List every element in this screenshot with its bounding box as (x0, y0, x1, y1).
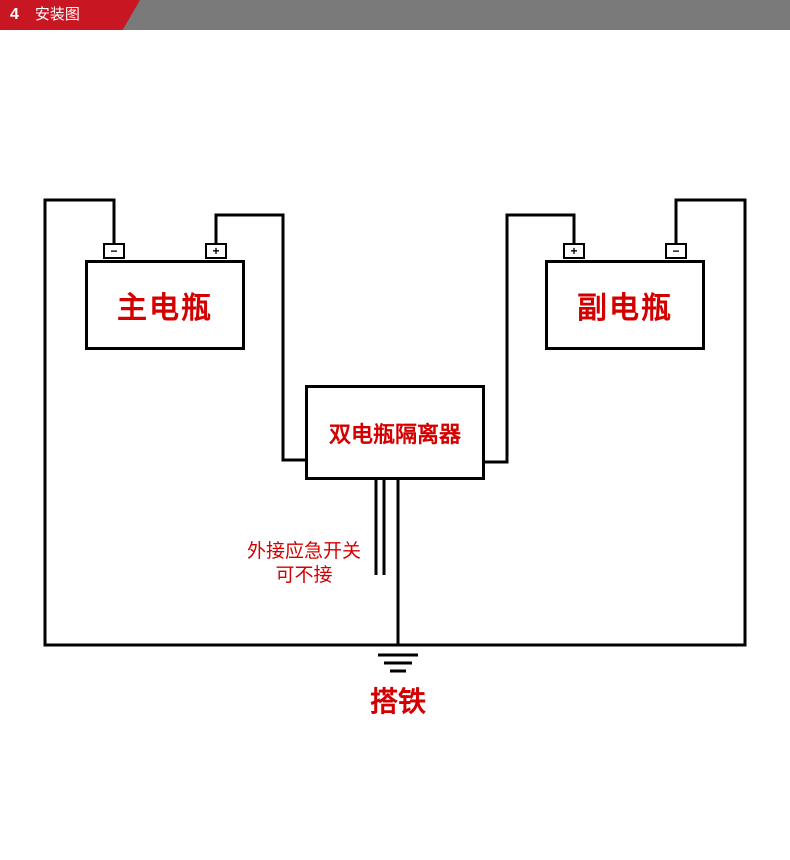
aux-battery-neg-terminal: − (665, 243, 687, 259)
isolator-box: 双电瓶隔离器 (305, 385, 485, 480)
aux-battery-box: 副电瓶 (545, 260, 705, 350)
neg-symbol: − (672, 244, 679, 258)
emergency-switch-note: 外接应急开关 可不接 (247, 540, 361, 588)
note-line2: 可不接 (247, 564, 361, 588)
section-title: 安装图 (35, 0, 80, 30)
pos-symbol: + (570, 244, 577, 258)
header-tab: 4 安装图 (0, 0, 92, 30)
isolator-label: 双电瓶隔离器 (329, 417, 461, 449)
pos-symbol: + (212, 244, 219, 258)
main-battery-box: 主电瓶 (85, 260, 245, 350)
main-battery-neg-terminal: − (103, 243, 125, 259)
note-line1: 外接应急开关 (247, 540, 361, 564)
aux-battery-pos-terminal: + (563, 243, 585, 259)
section-number: 4 (10, 0, 19, 30)
section-header: 4 安装图 (0, 0, 790, 30)
neg-symbol: − (110, 244, 117, 258)
wiring-diagram: 主电瓶 − + 副电瓶 + − 双电瓶隔离器 外接应急开关 可不接 搭铁 (0, 30, 790, 830)
main-battery-pos-terminal: + (205, 243, 227, 259)
aux-battery-label: 副电瓶 (577, 283, 673, 327)
main-battery-label: 主电瓶 (117, 283, 213, 327)
ground-label: 搭铁 (370, 680, 426, 720)
